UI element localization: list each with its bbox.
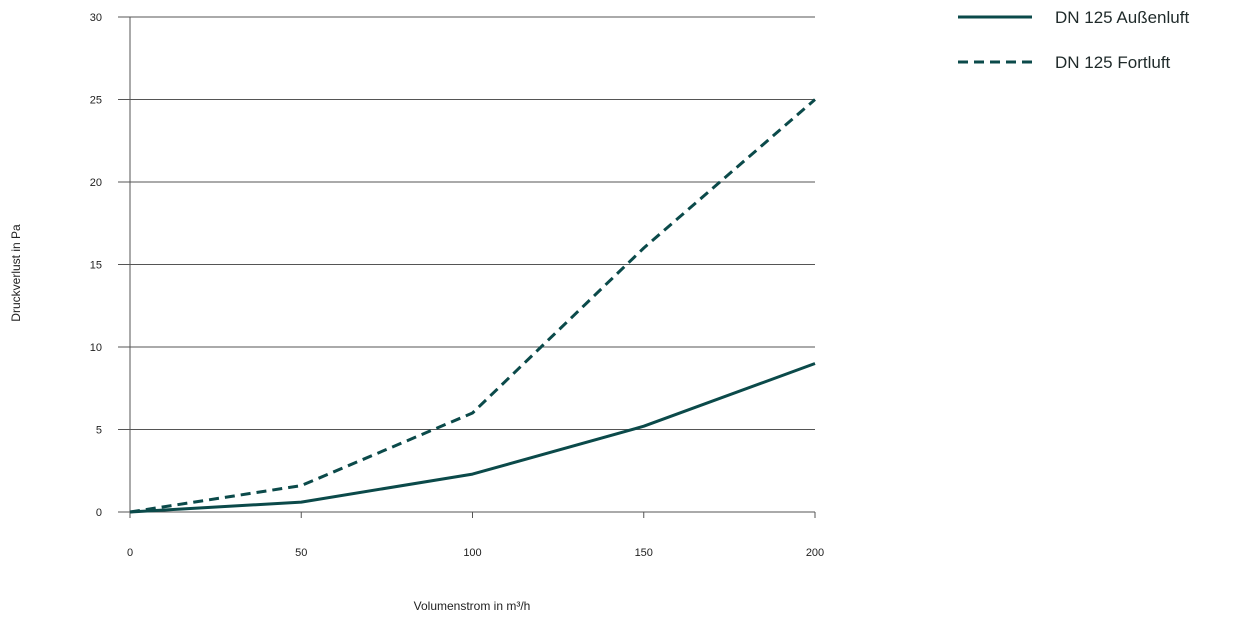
x-tick-label: 200 (806, 547, 824, 559)
y-tick-label: 20 (90, 177, 102, 189)
series-lines (129, 98, 816, 514)
y-tick-labels: 0 5 10 15 20 25 30 (90, 12, 102, 519)
gridlines (118, 16, 816, 518)
x-tick-label: 100 (463, 547, 481, 559)
series-line-fortluft (129, 98, 816, 514)
x-tick-labels: 0 50 100 150 200 (127, 547, 824, 559)
legend-label: DN 125 Fortluft (1055, 53, 1171, 72)
legend: DN 125 Außenluft DN 125 Fortluft (958, 8, 1189, 72)
x-tick-label: 150 (635, 547, 653, 559)
y-tick-label: 10 (90, 342, 102, 354)
y-tick-label: 30 (90, 12, 102, 24)
y-tick-label: 0 (96, 507, 102, 519)
x-tick-label: 0 (127, 547, 133, 559)
x-axis-label: Volumenstrom in m³/h (414, 599, 531, 613)
y-tick-label: 5 (96, 425, 102, 437)
series-line-aussenluft (129, 362, 816, 514)
y-tick-label: 15 (90, 260, 102, 272)
y-tick-label: 25 (90, 95, 102, 107)
legend-label: DN 125 Außenluft (1055, 8, 1189, 27)
x-tick-label: 50 (295, 547, 307, 559)
y-axis-label: Druckverlust in Pa (9, 224, 23, 322)
